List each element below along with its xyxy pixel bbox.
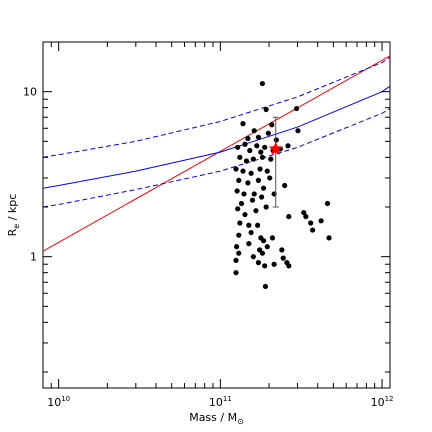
data-point [260,185,267,191]
model-line-4 [43,108,390,208]
data-point [250,254,256,260]
data-point [259,80,266,87]
data-point [248,170,254,176]
data-point [269,122,275,128]
data-point [235,144,241,150]
data-point [246,241,252,247]
data-point [282,182,288,189]
data-point [259,154,266,160]
data-point [265,130,271,136]
y-tick-label: 1 [30,251,37,264]
y-tick-label: 10 [23,86,37,99]
star-icon [268,141,283,155]
x-tick-label: 1010 [47,395,70,409]
data-point [236,177,242,183]
data-point [264,244,270,250]
data-point [271,261,277,267]
data-point [235,206,241,212]
data-point [303,213,309,220]
data-point [241,191,247,197]
data-point [250,156,256,162]
x-tick-label: 1012 [371,395,394,409]
data-point [279,247,285,253]
data-point [253,208,259,214]
data-point [310,227,316,233]
data-point [269,235,276,241]
data-point [259,250,266,256]
data-point [308,220,314,226]
data-point [262,144,268,150]
data-point [293,105,300,112]
data-point [286,213,292,220]
y-axis-label: Re / kpc [6,194,21,237]
data-point [251,128,257,134]
data-point [255,260,262,266]
plot-frame [42,41,391,389]
data-point [247,147,253,154]
data-point [273,137,279,143]
data-point [243,158,250,164]
data-point [280,255,286,261]
data-points [233,80,332,290]
data-point [249,197,256,203]
data-point [326,235,332,241]
data-point [255,177,262,183]
data-point [238,200,245,207]
axis-labels: 1010 1011 1012 1 10 Mass / M⊙ Re / kpc [6,86,394,426]
data-point [245,135,251,142]
data-point [318,218,324,224]
highlight-marker [268,116,283,208]
data-point [295,128,301,134]
data-point [264,168,270,174]
model-line-3 [43,56,390,158]
data-point [324,200,331,207]
data-point [262,263,268,269]
data-point [259,194,265,200]
data-point [258,149,264,155]
data-point [242,211,248,218]
data-point [234,188,240,194]
data-point [268,156,274,162]
data-point [263,106,269,113]
model-line-2 [43,85,390,189]
data-point [255,134,262,140]
data-point [233,244,240,250]
data-point [237,154,243,160]
data-point [286,263,292,269]
data-point [233,166,239,172]
x-axis-label: Mass / M⊙ [189,411,244,426]
data-point [301,209,307,216]
data-point [242,141,248,147]
data-point [233,257,239,263]
data-point [233,270,239,276]
axis-ticks [42,41,390,388]
data-point [245,180,251,186]
data-point [251,191,257,197]
x-tick-label: 1011 [209,395,232,409]
data-point [237,220,243,226]
data-point [255,222,261,228]
data-point [248,229,254,236]
data-point [262,283,269,290]
data-point [236,250,242,256]
data-point [267,175,273,181]
data-point [263,204,269,210]
data-point [246,222,252,228]
data-point [240,121,246,127]
data-point [240,168,246,174]
data-point [254,143,260,149]
data-point [236,232,242,238]
data-point [260,238,267,244]
data-point [257,166,263,172]
data-point [285,143,291,149]
model-lines [43,55,390,252]
